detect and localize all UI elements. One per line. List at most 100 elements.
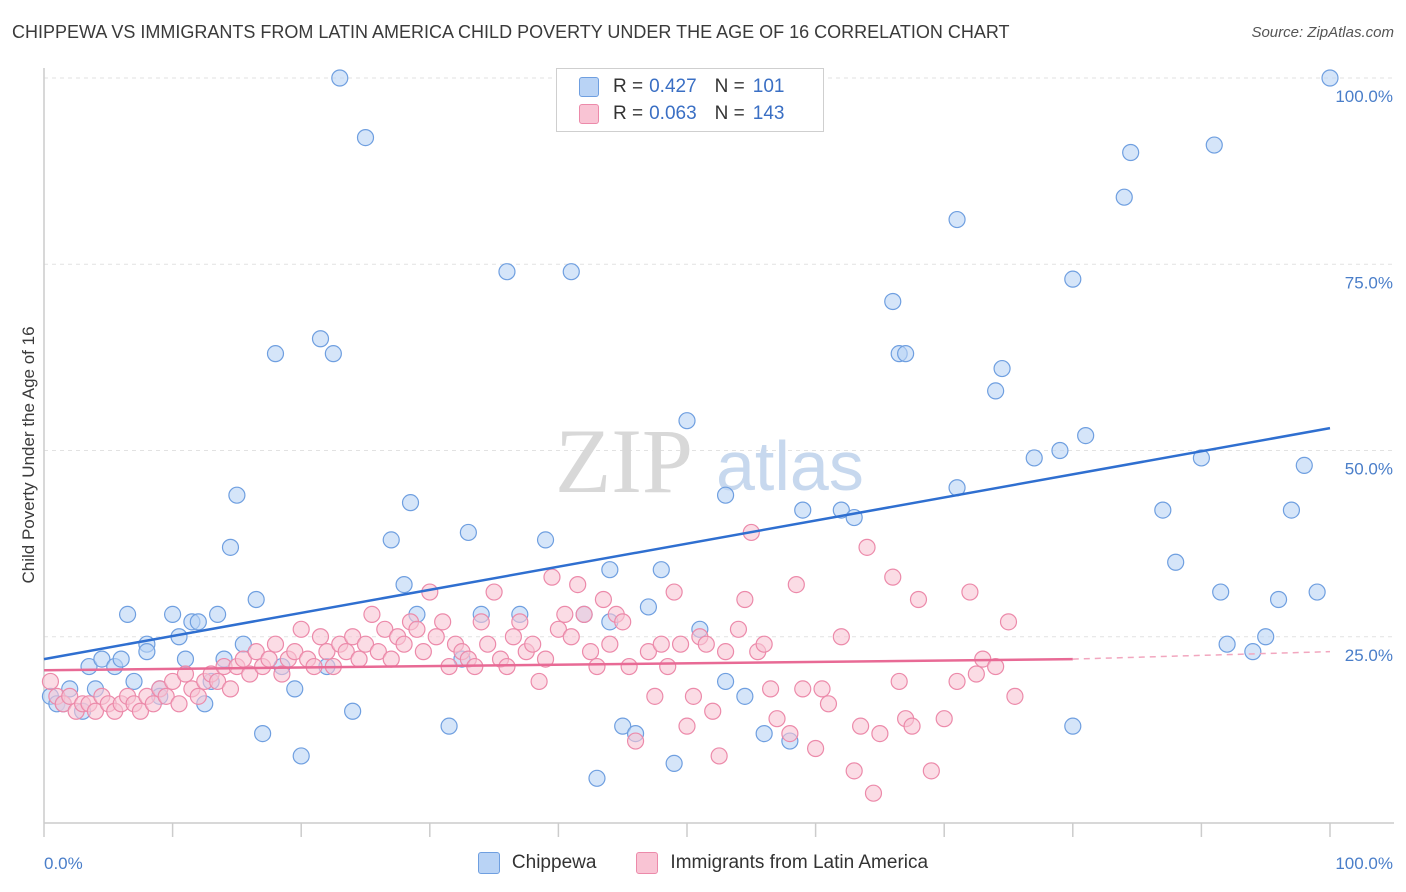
immigrants-point: [884, 568, 902, 586]
chippewa-point: [678, 412, 696, 430]
immigrants-point: [369, 643, 387, 661]
immigrants-point: [144, 695, 162, 713]
immigrants-point: [241, 665, 259, 683]
chippewa-point: [324, 345, 342, 363]
chippewa-point: [987, 382, 1005, 400]
immigrants-point: [646, 687, 664, 705]
immigrants-point: [479, 635, 497, 653]
y-tick-label: 100.0%: [1335, 87, 1393, 106]
chippewa-point: [138, 643, 156, 661]
immigrants-point: [504, 628, 522, 646]
chippewa-point: [1212, 583, 1230, 601]
chippewa-point: [1321, 69, 1339, 87]
immigrants-point: [871, 724, 889, 743]
legend-row-chippewa: R = 0.427 N = 101: [579, 74, 784, 100]
chippewa-point: [176, 650, 195, 668]
chippewa-point: [1051, 441, 1069, 460]
immigrants-point: [819, 695, 838, 713]
immigrants-point: [350, 650, 368, 668]
immigrants-point: [736, 590, 754, 609]
chippewa-point: [254, 724, 272, 743]
legend-n-label: N =: [714, 103, 745, 124]
y-tick-label: 75.0%: [1345, 273, 1393, 292]
immigrants-point: [569, 575, 587, 594]
immigrants-point: [556, 605, 574, 624]
chippewa-point: [118, 605, 137, 624]
immigrants-point: [665, 583, 683, 601]
chippewa-point: [639, 598, 658, 616]
chippewa-point: [536, 531, 555, 549]
stats-legend: R = 0.427 N = 101 R = 0.063 N = 143: [556, 68, 824, 132]
chippewa-point: [209, 605, 227, 624]
watermark-atlas: atlas: [716, 427, 864, 505]
series-legend: Chippewa Immigrants from Latin America: [0, 852, 1406, 874]
series-label-immigrants: Immigrants from Latin America: [670, 852, 929, 873]
chippewa-point: [292, 747, 310, 765]
immigrants-point: [575, 605, 593, 624]
legend-n-label: N =: [714, 76, 745, 97]
immigrants-point: [273, 665, 291, 683]
immigrants-point: [845, 762, 863, 780]
watermark-zip: ZIP: [555, 410, 693, 512]
immigrants-point: [414, 643, 432, 661]
immigrants-point: [318, 643, 336, 661]
immigrants-point: [131, 702, 150, 720]
immigrants-point: [408, 620, 426, 638]
y-axis-label: Child Poverty Under the Age of 16: [19, 326, 38, 583]
chippewa-point: [286, 680, 304, 698]
immigrants-point: [787, 575, 805, 594]
chippewa-point: [221, 538, 240, 556]
gridlines: [44, 77, 1394, 638]
chart-title: CHIPPEWA VS IMMIGRANTS FROM LATIN AMERIC…: [12, 22, 1010, 42]
series-swatch-immigrants: [636, 852, 659, 874]
chippewa-point: [93, 650, 111, 668]
chippewa-point: [1122, 143, 1140, 162]
immigrants-point: [813, 680, 831, 698]
chippewa-point: [247, 590, 265, 609]
immigrants-point: [86, 702, 105, 720]
chippewa-point: [897, 345, 915, 363]
immigrants-point: [852, 717, 870, 735]
immigrants-point: [922, 762, 940, 780]
immigrants-point: [157, 687, 175, 705]
legend-r-label: R =: [613, 103, 644, 124]
chippewa-point: [588, 769, 606, 787]
chippewa-trend-line: [43, 426, 1331, 661]
immigrants-point: [536, 650, 555, 668]
chippewa-point: [1077, 427, 1095, 445]
immigrants-point: [697, 635, 715, 653]
immigrants-point: [890, 672, 908, 691]
immigrants-point: [395, 635, 413, 653]
trend-lines: [43, 426, 1331, 672]
immigrants-point: [832, 628, 850, 646]
series-label-chippewa: Chippewa: [511, 852, 597, 873]
chippewa-point: [601, 561, 619, 579]
chippewa-point: [164, 605, 182, 624]
chippewa-point: [1308, 583, 1326, 601]
chippewa-point: [736, 687, 754, 705]
immigrants-point: [761, 680, 780, 698]
legend-r-value: 0.427: [649, 76, 697, 97]
immigrants-point: [909, 590, 928, 609]
immigrants-point: [678, 717, 696, 735]
chippewa-point: [1115, 188, 1133, 206]
chippewa-point: [1244, 643, 1262, 661]
chippewa-point: [1192, 449, 1211, 467]
immigrants-point: [581, 643, 600, 661]
immigrants-point: [806, 739, 825, 758]
immigrants-point: [967, 665, 985, 683]
immigrants-point: [594, 590, 613, 609]
immigrants-point: [729, 620, 748, 638]
chippewa-point: [1025, 449, 1043, 467]
chippewa-point: [1154, 501, 1172, 519]
chippewa-point: [382, 531, 400, 549]
immigrants-point: [286, 643, 304, 661]
chippewa-point: [993, 359, 1011, 378]
chippewa-point: [395, 575, 413, 594]
legend-r-label: R =: [613, 76, 644, 97]
immigrants-point: [485, 583, 503, 601]
immigrants-point: [472, 613, 490, 631]
immigrants-point: [659, 657, 677, 676]
immigrants-point: [266, 635, 285, 653]
immigrants-point: [794, 680, 812, 698]
